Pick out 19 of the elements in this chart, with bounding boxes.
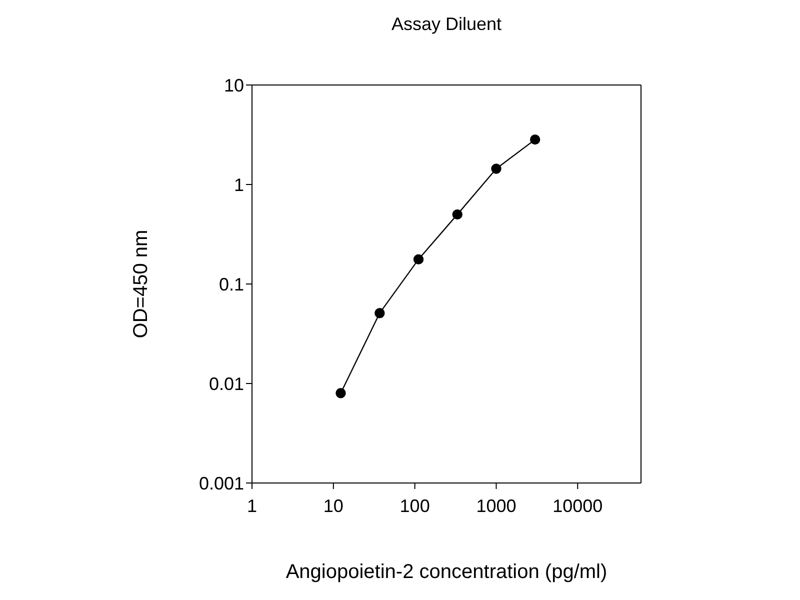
x-tick-label: 1 [246, 496, 258, 516]
point [413, 254, 424, 264]
x-tick-label: 100 [400, 496, 430, 516]
point [491, 164, 502, 174]
point [452, 209, 462, 220]
x-axis-title: Angiopoietin-2 concentration (pg/ml) [286, 561, 608, 583]
point [530, 134, 540, 145]
x-tick-label: 10 [323, 496, 344, 516]
y-axis-title: OD=450 nm [130, 230, 152, 338]
x-tick-label: 10000 [552, 496, 603, 516]
y-tick-label: 0.01 [208, 374, 244, 394]
y-tick-label: 10 [224, 75, 244, 96]
y-tick-label: 0.1 [218, 274, 244, 294]
chart-title: Assay Diluent [390, 14, 503, 35]
y-tick-label: 0.001 [198, 473, 244, 494]
point [374, 308, 385, 318]
y-tick-label: 1 [234, 174, 244, 195]
x-tick-label: 1000 [476, 496, 516, 516]
point [336, 388, 346, 398]
